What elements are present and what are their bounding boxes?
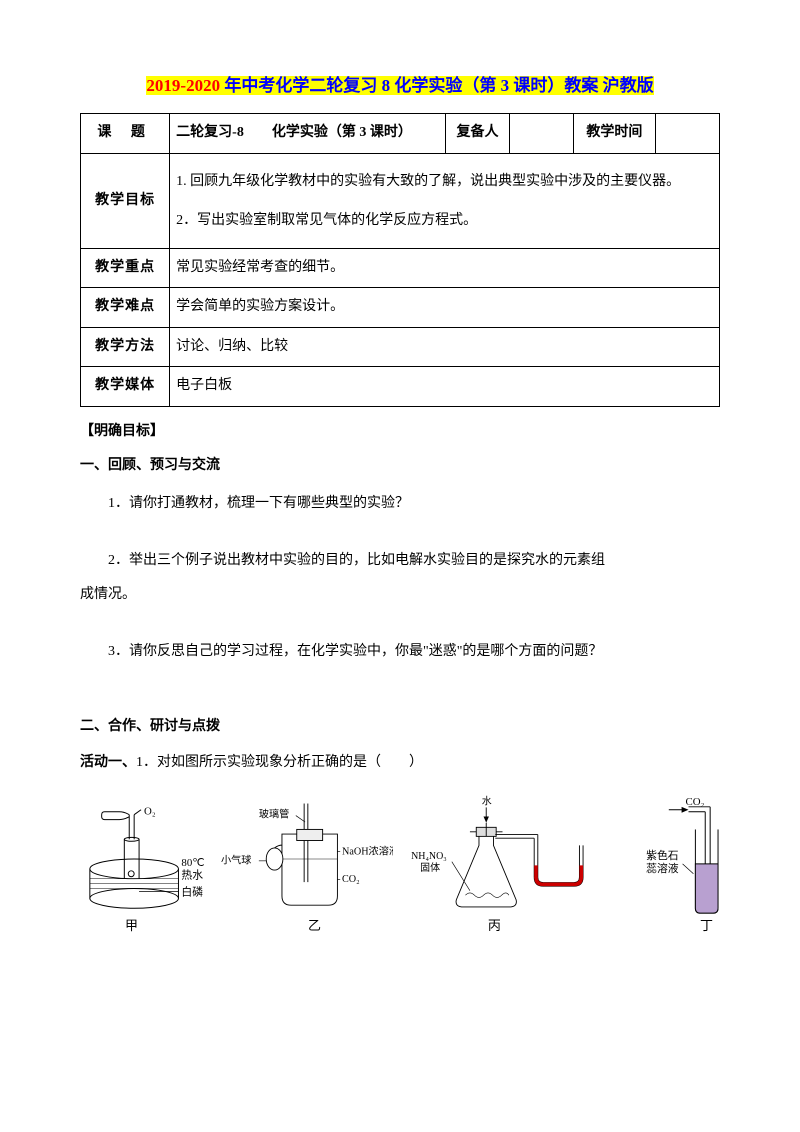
cell-method-label: 教学方法 bbox=[81, 327, 170, 366]
diagram-label-ding: 丁 bbox=[700, 916, 713, 937]
diagram-label-jia: 甲 bbox=[125, 916, 138, 937]
question-1: 1．请你打通教材，梳理一下有哪些典型的实验？ bbox=[80, 491, 720, 518]
question-2b: 成情况。 bbox=[80, 582, 720, 609]
label-hot: 热水 bbox=[181, 869, 203, 882]
cell-goals: 1. 回顾九年级化学教材中的实验有大致的了解，说出典型实验中涉及的主要仪器。 2… bbox=[170, 153, 720, 248]
diagram-label-bing: 丙 bbox=[488, 916, 501, 937]
label-nh4no3: NH₄NO₃ bbox=[411, 851, 447, 862]
section-header-0: 【明确目标】 bbox=[80, 421, 720, 443]
label-o2: O₂ bbox=[144, 806, 156, 818]
label-water: 水 bbox=[482, 796, 492, 808]
activity-bold: 活动一、 bbox=[80, 755, 136, 770]
label-purple1: 紫色石 bbox=[646, 848, 679, 862]
label-wp: 白磷 bbox=[181, 885, 203, 899]
cell-reviewer bbox=[509, 114, 573, 153]
label-naoh: NaOH浓溶液 bbox=[342, 845, 393, 858]
section-header-2: 二、合作、研讨与点拨 bbox=[80, 716, 720, 738]
label-glass: 玻璃管 bbox=[259, 808, 289, 821]
table-row: 教学难点 学会简单的实验方案设计。 bbox=[81, 288, 720, 327]
cell-goals-label: 教学目标 bbox=[81, 153, 170, 248]
table-row: 课 题 二轮复习-8 化学实验（第 3 课时） 复备人 教学时间 bbox=[81, 114, 720, 153]
table-row: 教学重点 常见实验经常考查的细节。 bbox=[81, 248, 720, 287]
diagram-yi: 玻璃管 小气球 NaOH浓溶液 CO₂ 乙 bbox=[208, 784, 393, 934]
question-3: 3．请你反思自己的学习过程，在化学实验中，你最"迷惑"的是哪个方面的问题？ bbox=[80, 639, 720, 666]
diagram-ding: CO₂ 紫色石 蕊溶液 丁 bbox=[592, 784, 720, 934]
cell-media: 电子白板 bbox=[170, 367, 720, 406]
activity-text: 1．对如图所示实验现象分析正确的是（ ） bbox=[136, 755, 423, 770]
label-co2-ding: CO₂ bbox=[686, 796, 705, 808]
title-rest: 年中考化学二轮复习 8 化学实验（第 3 课时）教案 沪教版 bbox=[220, 76, 654, 95]
section-header-1: 一、回顾、预习与交流 bbox=[80, 455, 720, 477]
label-balloon: 小气球 bbox=[221, 854, 251, 867]
label-co2: CO₂ bbox=[342, 875, 360, 886]
diagram-row: O₂ 80℃ 热水 白磷 甲 玻璃管 小气球 NaOH浓溶液 CO₂ 乙 bbox=[80, 784, 720, 934]
cell-difficulty: 学会简单的实验方案设计。 bbox=[170, 288, 720, 327]
cell-topic-label: 课 题 bbox=[81, 114, 170, 153]
cell-focus-label: 教学重点 bbox=[81, 248, 170, 287]
label-purple2: 蕊溶液 bbox=[646, 861, 679, 875]
cell-focus: 常见实验经常考查的细节。 bbox=[170, 248, 720, 287]
table-row: 教学目标 1. 回顾九年级化学教材中的实验有大致的了解，说出典型实验中涉及的主要… bbox=[81, 153, 720, 248]
cell-method: 讨论、归纳、比较 bbox=[170, 327, 720, 366]
cell-time bbox=[656, 114, 720, 153]
cell-reviewer-label: 复备人 bbox=[446, 114, 510, 153]
goal-line: 1. 回顾九年级化学教材中的实验有大致的了解，说出典型实验中涉及的主要仪器。 bbox=[176, 162, 713, 201]
diagram-bing: 水 NH₄NO₃ 固体 丙 bbox=[393, 784, 592, 934]
page-title: 2019-2020 年中考化学二轮复习 8 化学实验（第 3 课时）教案 沪教版 bbox=[80, 72, 720, 99]
goal-line: 2．写出实验室制取常见气体的化学反应方程式。 bbox=[176, 201, 713, 240]
question-2a: 2．举出三个例子说出教材中实验的目的，比如电解水实验目的是探究水的元素组 bbox=[80, 548, 720, 575]
activity-line: 活动一、1．对如图所示实验现象分析正确的是（ ） bbox=[80, 752, 720, 774]
label-solid: 固体 bbox=[420, 862, 440, 874]
table-row: 教学媒体 电子白板 bbox=[81, 367, 720, 406]
cell-media-label: 教学媒体 bbox=[81, 367, 170, 406]
diagram-label-yi: 乙 bbox=[308, 916, 321, 937]
info-table: 课 题 二轮复习-8 化学实验（第 3 课时） 复备人 教学时间 教学目标 1.… bbox=[80, 113, 720, 406]
cell-difficulty-label: 教学难点 bbox=[81, 288, 170, 327]
label-temp: 80℃ bbox=[181, 857, 204, 869]
cell-topic: 二轮复习-8 化学实验（第 3 课时） bbox=[170, 114, 446, 153]
diagram-jia: O₂ 80℃ 热水 白磷 甲 bbox=[80, 784, 208, 934]
title-year: 2019-2020 bbox=[146, 76, 220, 95]
table-row: 教学方法 讨论、归纳、比较 bbox=[81, 327, 720, 366]
cell-time-label: 教学时间 bbox=[573, 114, 656, 153]
